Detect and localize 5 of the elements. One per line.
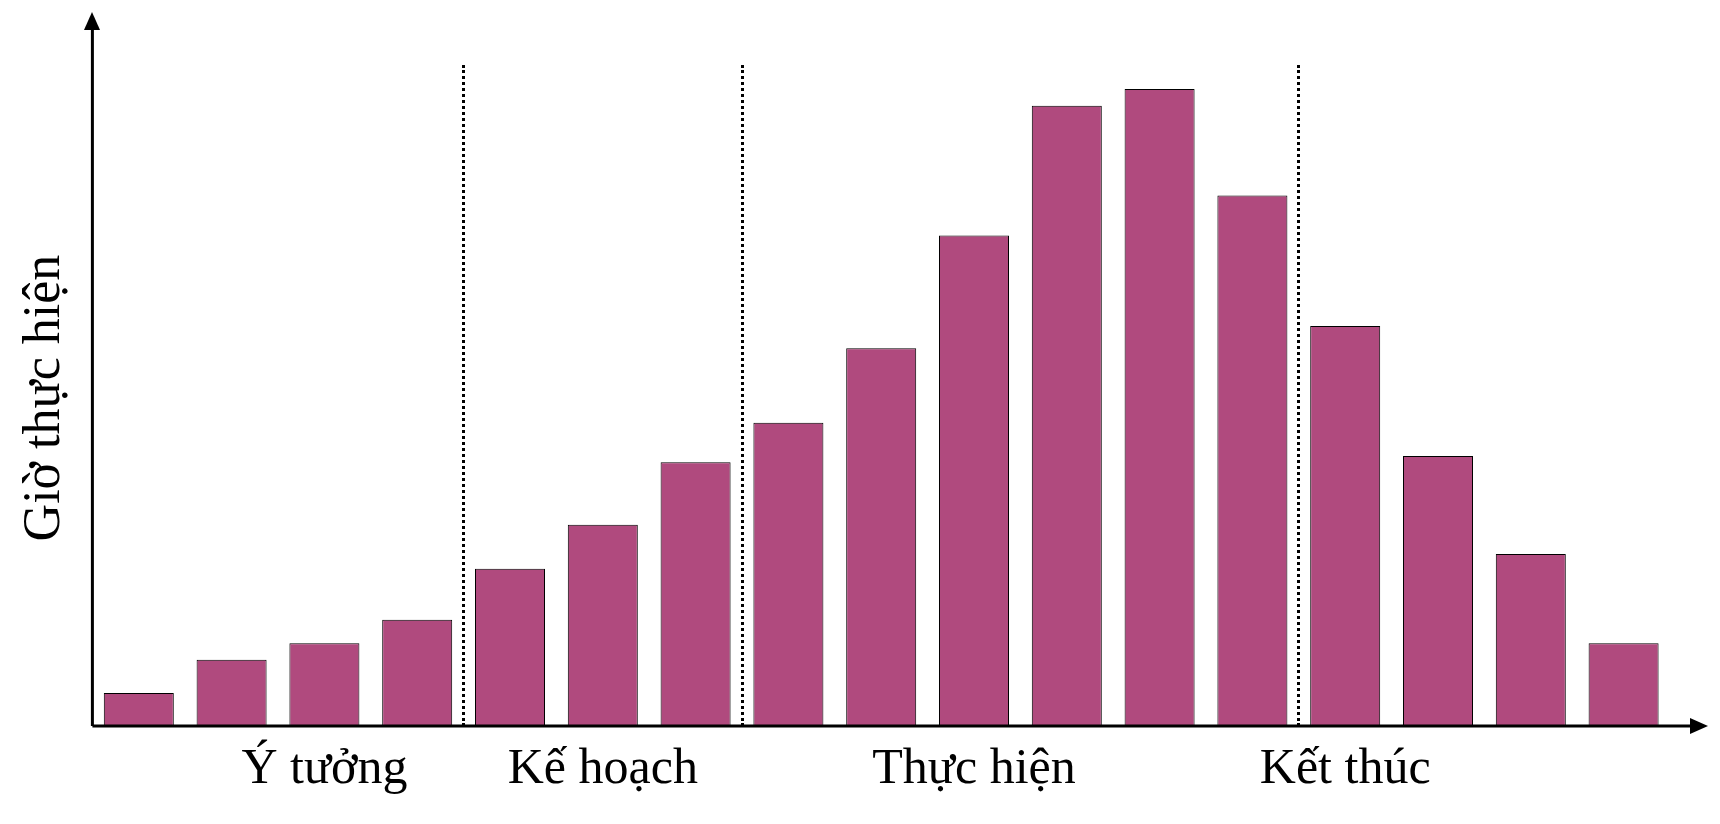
x-tick-label: Kết thúc xyxy=(1259,738,1431,795)
y-axis-title: Giờ thực hiện xyxy=(12,254,70,542)
x-tick-label: Thực hiện xyxy=(872,738,1076,795)
x-tick-label: Ý tưởng xyxy=(241,738,408,795)
x-tick-label: Kế hoạch xyxy=(507,738,698,795)
